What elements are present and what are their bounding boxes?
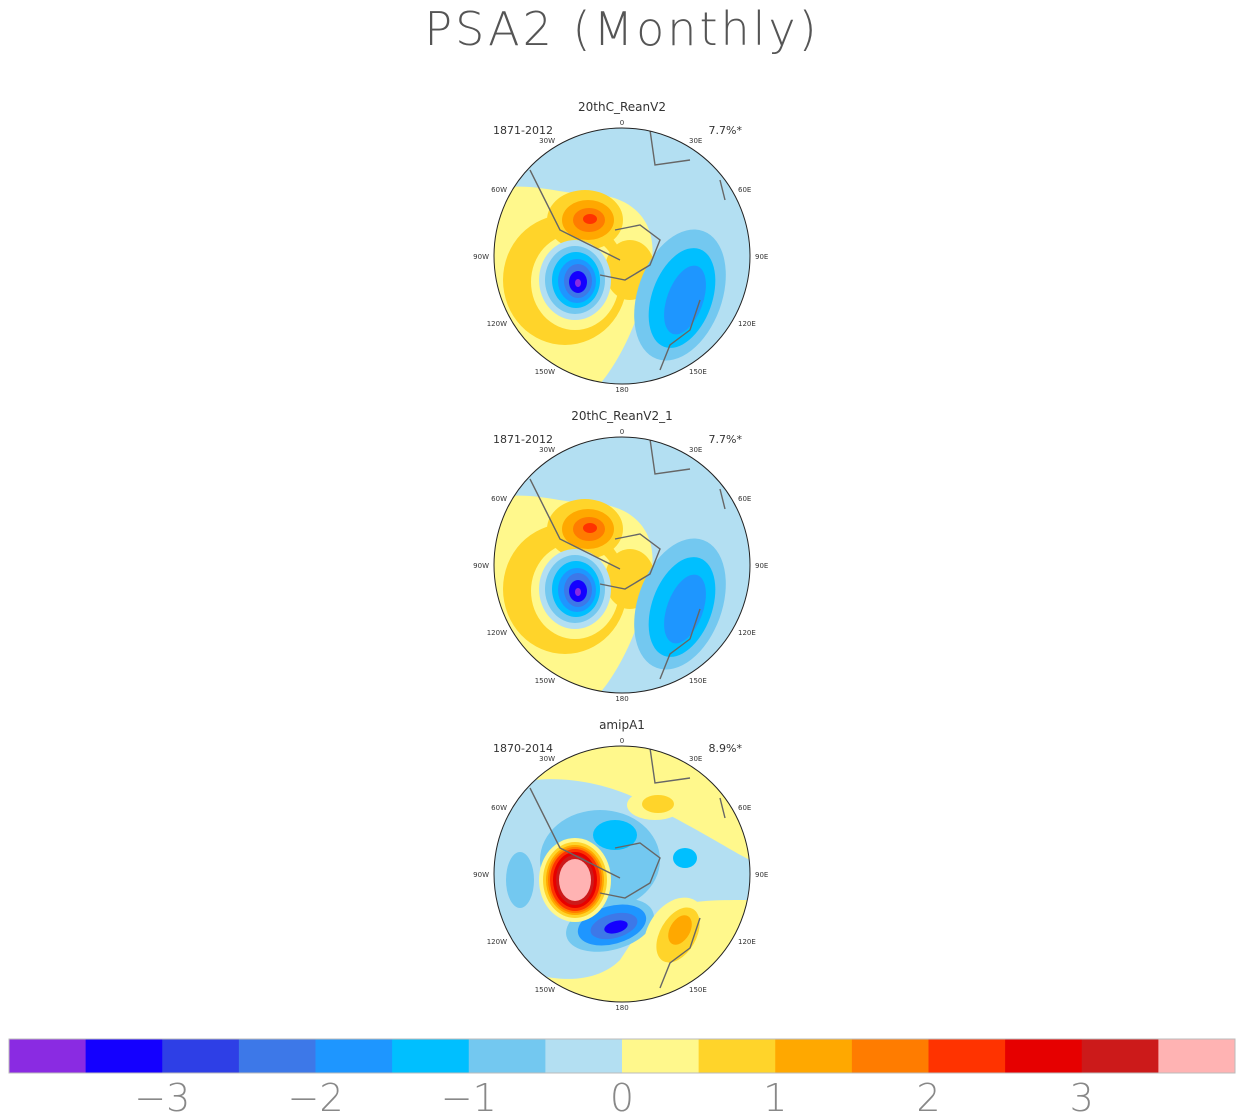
lon-label-60w: 60W <box>491 186 507 194</box>
lon-label-120w: 120W <box>487 938 507 946</box>
colorbar-swatch <box>85 1039 163 1073</box>
colorbar-swatch <box>1158 1039 1236 1073</box>
map-boundary <box>493 436 751 694</box>
lon-label-150w: 150W <box>535 677 555 685</box>
lon-label-150e: 150E <box>689 986 707 994</box>
longitude-labels: 0 30E 60E 90E 120E 150E 180 150W 120W 90… <box>473 119 768 394</box>
colorbar-border <box>8 1038 1236 1074</box>
lon-label-180: 180 <box>615 1004 628 1012</box>
panel-variance: 8.9%* <box>709 742 743 755</box>
panel-3: amipA1 1870-2014 8.9%* <box>473 718 768 1012</box>
colorbar-tick-label: 2 <box>916 1076 940 1120</box>
lon-label-60w: 60W <box>491 495 507 503</box>
colorbar-swatch <box>928 1039 1006 1073</box>
colorbar-swatch <box>315 1039 393 1073</box>
contour-field <box>494 746 750 1002</box>
panel-title: 20thC_ReanV2 <box>578 100 666 114</box>
lon-label-150w: 150W <box>535 986 555 994</box>
longitude-labels: 0 30E 60E 90E 120E 150E 180 150W 120W 90… <box>473 737 768 1012</box>
colorbar-tick-label: 3 <box>1070 1076 1094 1120</box>
lon-label-150w: 150W <box>535 368 555 376</box>
colorbar-swatch <box>698 1039 776 1073</box>
colorbar-swatch <box>392 1039 470 1073</box>
map-boundary <box>493 127 751 385</box>
lon-label-30e: 30E <box>689 755 702 763</box>
colorbar-swatch <box>1081 1039 1159 1073</box>
panel-title: 20thC_ReanV2_1 <box>571 409 673 423</box>
panel-variance: 7.7%* <box>709 124 743 137</box>
panel-period: 1871-2012 <box>493 124 553 137</box>
panel-period: 1870-2014 <box>493 742 553 755</box>
map-boundary <box>493 745 751 1003</box>
contour-field <box>494 437 750 693</box>
colorbar-swatch <box>851 1039 930 1073</box>
lon-label-90w: 90W <box>473 871 489 879</box>
lon-label-90e: 90E <box>755 562 768 570</box>
lon-label-150e: 150E <box>689 677 707 685</box>
lon-label-30w: 30W <box>539 446 555 454</box>
panel-variance: 7.7%* <box>709 433 743 446</box>
main-title: PSA2 (Monthly) <box>424 2 820 56</box>
longitude-labels: 0 30E 60E 90E 120E 150E 180 150W 120W 90… <box>473 428 768 703</box>
lon-label-180: 180 <box>615 695 628 703</box>
colorbar-tick-label: −1 <box>441 1076 497 1120</box>
colorbar-swatch <box>468 1039 546 1073</box>
lon-label-120e: 120E <box>738 320 756 328</box>
colorbar-swatch <box>9 1039 87 1073</box>
lon-label-120w: 120W <box>487 629 507 637</box>
lon-label-60e: 60E <box>738 186 751 194</box>
panel-period: 1871-2012 <box>493 433 553 446</box>
colorbar-tick-label: 0 <box>610 1076 634 1120</box>
lon-label-30w: 30W <box>539 137 555 145</box>
colorbar-swatch <box>162 1039 240 1073</box>
colorbar-swatch <box>622 1039 700 1073</box>
colorbar-swatch <box>545 1039 623 1073</box>
lon-label-60w: 60W <box>491 804 507 812</box>
lon-label-180: 180 <box>615 386 628 394</box>
panel-title: amipA1 <box>599 718 645 732</box>
lon-label-0: 0 <box>620 119 624 127</box>
lon-label-120e: 120E <box>738 938 756 946</box>
colorbar-tick-label: −2 <box>287 1076 343 1120</box>
lon-label-90w: 90W <box>473 562 489 570</box>
lon-label-0: 0 <box>620 428 624 436</box>
lon-label-120e: 120E <box>738 629 756 637</box>
lon-label-60e: 60E <box>738 495 751 503</box>
colorbar-swatch <box>1005 1039 1083 1073</box>
lon-label-60e: 60E <box>738 804 751 812</box>
contour-field <box>494 128 750 384</box>
lon-label-30e: 30E <box>689 446 702 454</box>
panel-1: 20thC_ReanV2 1871-2012 7.7%* <box>473 100 768 394</box>
lon-label-30e: 30E <box>689 137 702 145</box>
lon-label-90e: 90E <box>755 253 768 261</box>
colorbar-swatch <box>238 1039 317 1073</box>
colorbar: −3 −2 −1 0 1 2 3 <box>8 1038 1236 1120</box>
colorbar-tick-label: −3 <box>134 1076 190 1120</box>
lon-label-120w: 120W <box>487 320 507 328</box>
lon-label-0: 0 <box>620 737 624 745</box>
colorbar-tick-label: 1 <box>763 1076 787 1120</box>
lon-label-150e: 150E <box>689 368 707 376</box>
lon-label-90e: 90E <box>755 871 768 879</box>
colorbar-swatch <box>775 1039 853 1073</box>
panel-2: 20thC_ReanV2_1 1871-2012 7.7%* <box>473 409 768 703</box>
lon-label-90w: 90W <box>473 253 489 261</box>
lon-label-30w: 30W <box>539 755 555 763</box>
